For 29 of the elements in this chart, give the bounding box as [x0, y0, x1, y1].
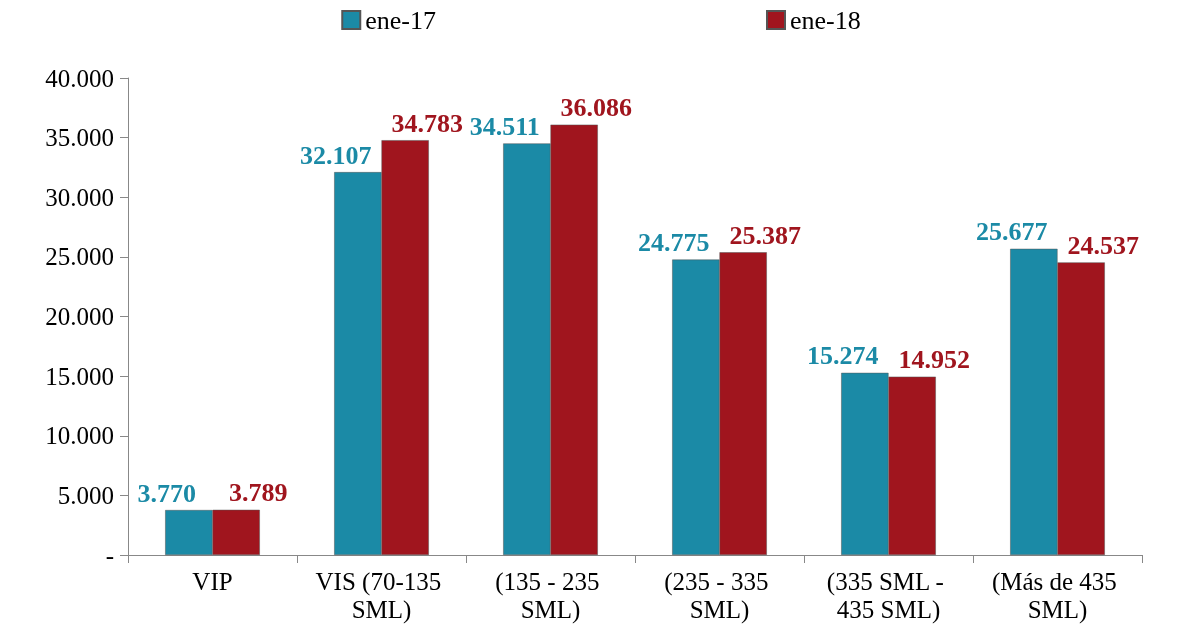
y-tick-label: 15.000 [45, 362, 114, 390]
x-tick-label: VIS (70-135 SML) [315, 567, 448, 624]
y-tick-label: - [105, 541, 114, 569]
data-label: 25.387 [729, 220, 801, 250]
data-label: 24.775 [638, 228, 710, 258]
y-tick-label: 10.000 [45, 422, 114, 450]
x-tick-label: (235 - 335 SML) [664, 567, 775, 624]
y-tick-label: 40.000 [45, 64, 114, 92]
data-label: 14.952 [898, 345, 970, 375]
data-label: 24.537 [1067, 230, 1139, 260]
y-tick-label: 5.000 [57, 481, 114, 509]
data-label: 34.783 [391, 108, 463, 138]
y-tick-label: 30.000 [45, 183, 114, 211]
data-label: 15.274 [807, 341, 879, 371]
data-label: 3.770 [137, 478, 197, 508]
data-label: 34.511 [469, 111, 540, 141]
x-tick-label: (335 SML - 435 SML) [826, 567, 951, 624]
data-label: 3.789 [228, 478, 288, 508]
y-tick-label: 25.000 [45, 243, 114, 271]
y-tick-label: 20.000 [45, 303, 114, 330]
x-tick-label: VIP [192, 567, 233, 595]
data-label: 32.107 [300, 140, 372, 170]
data-label: 36.086 [560, 93, 632, 123]
legend-label: ene-18 [790, 5, 861, 35]
x-tick-label: (Más de 435 SML) [991, 567, 1124, 624]
x-tick-label: (135 - 235 SML) [495, 567, 606, 624]
legend-label: ene-17 [365, 5, 437, 35]
y-tick-label: 35.000 [45, 124, 114, 152]
data-label: 25.677 [976, 217, 1048, 247]
